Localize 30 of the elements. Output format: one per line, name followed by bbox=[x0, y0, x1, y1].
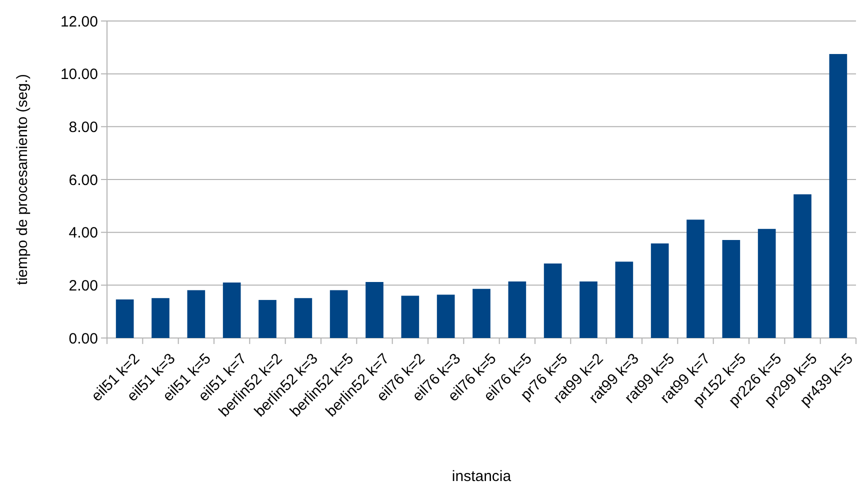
bar bbox=[330, 290, 348, 338]
y-axis-title: tiempo de procesamiento (seg.) bbox=[14, 74, 31, 285]
bar bbox=[366, 282, 384, 338]
bar bbox=[116, 299, 134, 338]
bar bbox=[436, 294, 455, 338]
y-tick-label: 12.00 bbox=[60, 13, 98, 30]
bar bbox=[615, 262, 634, 338]
y-tick-label: 8.00 bbox=[68, 118, 98, 136]
bar bbox=[472, 288, 490, 338]
bar bbox=[686, 220, 704, 338]
bar bbox=[650, 243, 669, 338]
bar bbox=[187, 290, 206, 338]
bar bbox=[580, 281, 598, 338]
y-tick-label: 2.00 bbox=[68, 277, 98, 294]
y-tick-label: 10.00 bbox=[60, 66, 98, 84]
x-axis-title: instancia bbox=[452, 468, 512, 485]
bar bbox=[544, 264, 562, 338]
bar bbox=[222, 282, 241, 338]
bar bbox=[152, 298, 170, 338]
bar bbox=[258, 300, 276, 338]
bar bbox=[401, 296, 420, 338]
y-tick-label: 0.00 bbox=[68, 330, 98, 348]
bar bbox=[829, 54, 848, 338]
y-tick-label: 6.00 bbox=[68, 172, 98, 189]
bar bbox=[508, 281, 526, 338]
bar bbox=[722, 240, 740, 338]
bar bbox=[794, 194, 812, 338]
y-tick-label: 4.00 bbox=[68, 224, 98, 242]
bar bbox=[758, 228, 776, 338]
bar bbox=[294, 298, 312, 338]
